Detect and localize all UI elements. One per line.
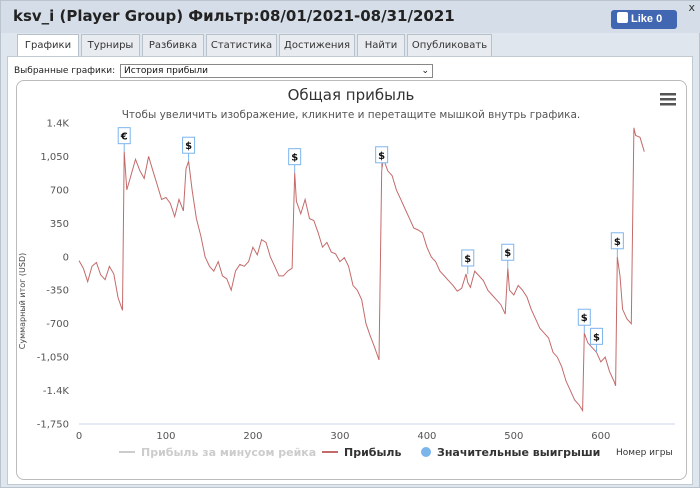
tab-content: Выбранные графики: История прибыли ⌄ Общ…: [7, 56, 693, 485]
y-tick-label: -1.4K: [43, 386, 70, 397]
big-win-flag[interactable]: $: [589, 327, 603, 353]
x-tick-label: 100: [156, 431, 175, 442]
big-win-flag[interactable]: $: [182, 136, 196, 162]
big-win-flag-symbol: $: [185, 141, 192, 152]
tab-achievements[interactable]: Достижения: [279, 34, 355, 56]
legend: Прибыль за минусом рейка Прибыль Значите…: [119, 446, 600, 459]
y-tick-label: 700: [50, 185, 69, 196]
big-win-flag-symbol: $: [581, 313, 588, 324]
tab-statistics[interactable]: Статистика: [206, 34, 277, 56]
tab-breakdown[interactable]: Разбивка: [142, 34, 204, 56]
y-tick-label: -1,050: [37, 353, 69, 364]
facebook-like-button[interactable]: Like 0: [611, 10, 677, 29]
big-wins-flags: € $ $ $ $ $ $ $ $: [117, 127, 624, 353]
y-axis-ticks: 1.4K 1,050 700 350 0 -350 -700 -1,050 -1.4K -1,75…: [37, 119, 70, 431]
chevron-down-icon: ⌄: [421, 66, 429, 76]
tab-tournaments[interactable]: Турниры: [81, 34, 140, 56]
big-win-flag[interactable]: $: [577, 308, 591, 334]
window-title: ksv_i (Player Group) Фильтр:08/01/2021-0…: [13, 7, 455, 25]
x-tick-label: 200: [243, 431, 262, 442]
x-tick-label: 300: [330, 431, 349, 442]
y-axis-title: Суммарный итог (USD): [18, 253, 27, 350]
y-tick-label: -700: [46, 319, 69, 330]
legend-item-rake-profit[interactable]: Прибыль за минусом рейка: [119, 446, 316, 459]
y-tick-label: 350: [50, 219, 69, 230]
tab-search[interactable]: Найти: [357, 34, 405, 56]
chart-title: Общая прибыль: [288, 86, 415, 104]
x-tick-label: 600: [591, 431, 610, 442]
chart-selector-label: Выбранные графики:: [14, 66, 116, 76]
big-win-flag[interactable]: $: [288, 148, 302, 173]
chart-container[interactable]: Общая прибыль Чтобы увеличить изображени…: [16, 80, 687, 480]
big-win-flag[interactable]: €: [117, 127, 131, 152]
chart-subtitle: Чтобы увеличить изображение, кликните и …: [122, 109, 581, 121]
big-win-flag-symbol: $: [464, 254, 471, 265]
big-win-flag[interactable]: $: [610, 232, 624, 257]
y-tick-label: -1,750: [37, 420, 69, 431]
big-win-flag[interactable]: $: [461, 249, 475, 274]
x-tick-label: 0: [76, 431, 82, 442]
chart-selector-dropdown[interactable]: История прибыли ⌄: [120, 64, 433, 78]
x-tick-label: 400: [417, 431, 436, 442]
big-win-flag-symbol: €: [120, 132, 128, 143]
legend-item-big-wins[interactable]: Значительные выигрыши: [421, 446, 600, 459]
close-icon[interactable]: x: [688, 1, 695, 14]
big-win-flag[interactable]: $: [501, 243, 515, 269]
big-win-flag-symbol: $: [614, 237, 621, 248]
y-tick-label: 1,050: [40, 152, 69, 163]
x-axis-title: Номер игры: [616, 448, 673, 458]
big-win-flag-symbol: $: [504, 248, 511, 259]
menu-icon[interactable]: [660, 93, 676, 106]
legend-label-rake-profit: Прибыль за минусом рейка: [141, 446, 316, 459]
big-win-flag-symbol: $: [593, 332, 600, 343]
thumbs-up-icon: [617, 12, 628, 23]
legend-label-big-wins: Значительные выигрыши: [437, 446, 600, 459]
y-tick-label: -350: [46, 286, 69, 297]
tab-charts[interactable]: Графики: [17, 34, 79, 57]
chart-selector-value: История прибыли: [124, 66, 208, 76]
y-tick-label: 1.4K: [47, 119, 70, 130]
profit-series-line: [78, 127, 645, 413]
y-tick-label: 0: [63, 252, 69, 263]
tab-publish[interactable]: Опубликовать: [407, 34, 492, 56]
like-label: Like 0: [631, 13, 663, 25]
big-win-flag[interactable]: $: [375, 146, 389, 171]
big-win-flag-symbol: $: [378, 151, 385, 162]
big-win-flag-symbol: $: [291, 153, 298, 164]
x-tick-label: 500: [504, 431, 523, 442]
x-axis-ticks: 0 100 200 300 400 500 600: [76, 431, 611, 442]
legend-label-profit: Прибыль: [344, 446, 401, 459]
profit-chart[interactable]: Общая прибыль Чтобы увеличить изображени…: [17, 81, 686, 479]
legend-item-profit[interactable]: Прибыль: [322, 446, 401, 459]
title-bar: ksv_i (Player Group) Фильтр:08/01/2021-0…: [1, 1, 700, 33]
